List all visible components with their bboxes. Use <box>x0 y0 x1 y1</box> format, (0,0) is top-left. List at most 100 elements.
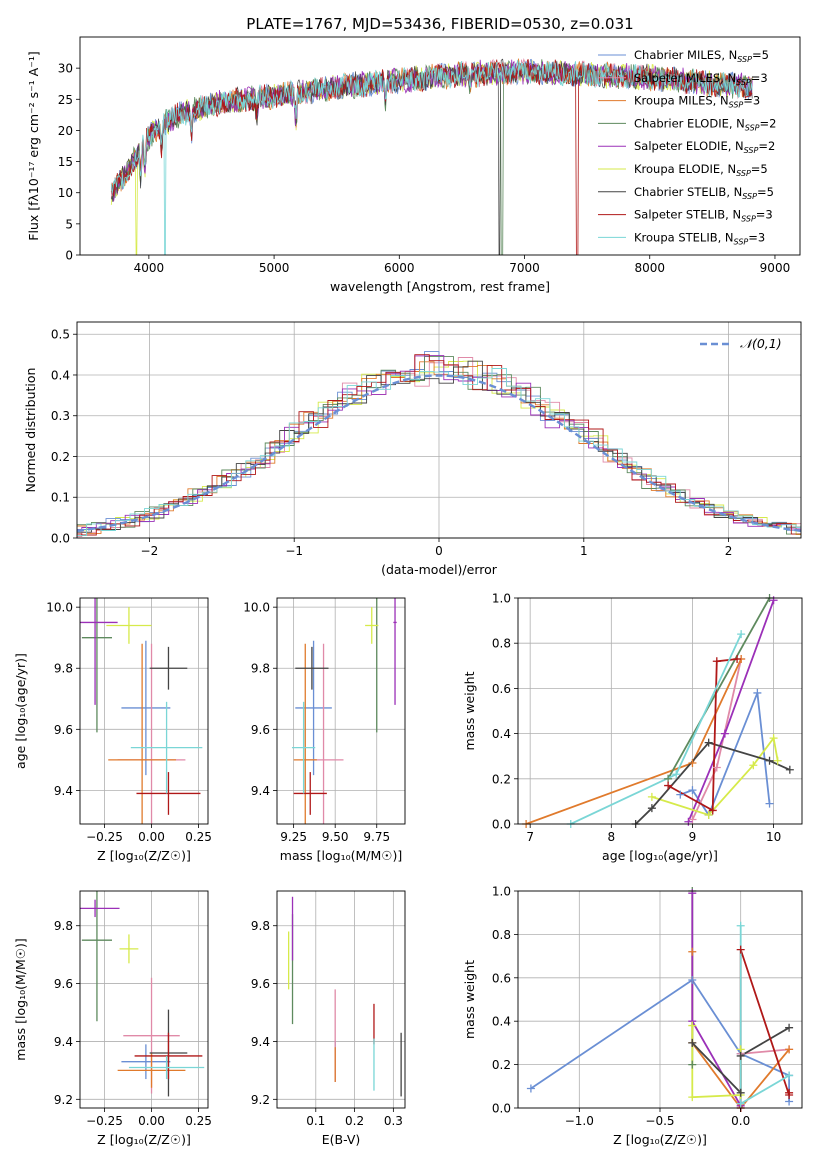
y-tick-label: 5 <box>65 217 73 231</box>
weight-marker-7 <box>708 806 717 815</box>
y-tick-label: 9.8 <box>54 662 73 676</box>
x-tick-label: 2 <box>725 544 733 558</box>
weight-marker-5 <box>749 761 758 770</box>
y-tick-label: 0 <box>65 249 73 263</box>
legend-entry: Kroupa MILES, NSSP=3 <box>634 94 760 110</box>
x-tick-label: 0 <box>435 544 443 558</box>
plot-area-mass_vs_ebv <box>287 896 402 1097</box>
spectrum-legend: Chabrier MILES, NSSP=5 Salpeter MILES, NS… <box>598 48 776 246</box>
y-tick-label: 9.8 <box>251 919 270 933</box>
weight-marker-6 <box>647 804 656 813</box>
y-tick-label: 25 <box>58 93 73 107</box>
plot-area-spectrum <box>110 57 753 255</box>
y-tick-label: 0.0 <box>492 818 511 832</box>
y-tick-label: 0.2 <box>492 772 511 786</box>
weight-marker-7 <box>712 657 721 666</box>
x-tick-label: 8000 <box>634 261 665 275</box>
legend-entry: Salpeter MILES, NSSP=3 <box>634 71 768 87</box>
x-axis-label: Z [log₁₀(Z/Z☉)] <box>613 1132 707 1147</box>
y-tick-label: 1.0 <box>492 592 511 606</box>
x-tick-label: 4000 <box>134 261 165 275</box>
y-tick-label: 9.6 <box>251 977 270 991</box>
weight-marker-6 <box>688 1038 697 1047</box>
x-tick-label: −0.5 <box>645 1114 674 1128</box>
weight-marker-6 <box>736 1051 745 1060</box>
panel-weight_vs_age: 7 8 9 10 0.0 0.2 0.4 0.6 0.8 1.0 age [log₁₀(age/yr… <box>462 592 803 863</box>
x-tick-label: 6000 <box>384 261 415 275</box>
weight-marker-7 <box>785 1088 794 1097</box>
panel-mass_vs_ebv: 0.1 0.2 0.3 9.2 9.4 9.6 9.8 E(B-V) <box>251 890 406 1147</box>
weight-marker-7 <box>736 945 745 954</box>
weight-marker-0 <box>688 975 697 984</box>
weight-marker-1 <box>712 763 721 772</box>
y-axis-label: mass [log₁₀(M/M☉)] <box>13 938 28 1060</box>
y-tick-label: 0.8 <box>492 928 511 942</box>
figure-title: PLATE=1767, MJD=53436, FIBERID=0530, z=0… <box>246 15 633 33</box>
x-tick-label: 9000 <box>760 261 791 275</box>
legend-entry: Chabrier STELIB, NSSP=5 <box>634 185 774 201</box>
x-axis-label: mass [log₁₀(M/M☉)] <box>280 848 402 863</box>
x-tick-label: 8 <box>607 830 615 844</box>
x-tick-label: −1 <box>285 544 303 558</box>
legend-entry: 𝒩(0,1) <box>740 336 782 351</box>
weight-series-3 <box>667 598 771 780</box>
legend-entry: Kroupa STELIB, NSSP=3 <box>634 230 765 246</box>
x-axis-label: Z [log₁₀(Z/Z☉)] <box>97 848 191 863</box>
axes-frame <box>276 890 406 1109</box>
weight-marker-8 <box>736 921 745 930</box>
x-tick-label: 1 <box>580 544 588 558</box>
weight-marker-6 <box>785 765 794 774</box>
plot-area-residuals <box>77 351 801 538</box>
x-tick-label: 9.50 <box>322 830 349 844</box>
weight-marker-4 <box>720 729 729 738</box>
normal-reference-curve <box>77 374 801 533</box>
x-tick-label: 7 <box>526 830 534 844</box>
panel-spectrum: 4000 5000 6000 7000 8000 9000 0 5 10 15 20 25 30 wave… <box>26 36 801 294</box>
axes-frame <box>517 597 803 825</box>
legend-entry: Chabrier MILES, NSSP=5 <box>634 48 769 64</box>
weight-marker-1 <box>688 815 697 824</box>
x-tick-label: −1.0 <box>565 1114 594 1128</box>
x-tick-label: 9 <box>689 830 697 844</box>
y-tick-label: 0.2 <box>51 450 70 464</box>
axes-frame <box>79 890 209 1109</box>
weight-marker-0 <box>765 799 774 808</box>
weight-marker-5 <box>769 734 778 743</box>
x-tick-label: 9.75 <box>363 830 390 844</box>
y-tick-label: 0.1 <box>51 491 70 505</box>
x-tick-label: 0.1 <box>306 1114 325 1128</box>
y-tick-label: 20 <box>58 124 73 138</box>
y-tick-label: 0.2 <box>492 1058 511 1072</box>
weight-marker-5 <box>688 1093 697 1102</box>
y-tick-label: 9.6 <box>54 977 73 991</box>
weight-series-7 <box>667 658 738 812</box>
panel-residuals: −2 −1 0 1 2 0.0 0.1 0.2 0.3 0.4 0.5 (data-model)/er… <box>23 321 802 577</box>
panel-age_vs_mass: 9.25 9.50 9.75 9.4 9.6 9.8 10.0 mass [log₁₀(M/M… <box>243 597 406 863</box>
x-axis-label: age [log₁₀(age/yr)] <box>602 848 718 863</box>
x-axis-label: Z [log₁₀(Z/Z☉)] <box>97 1132 191 1147</box>
y-tick-label: 15 <box>58 155 73 169</box>
y-tick-label: 9.2 <box>54 1093 73 1107</box>
x-tick-label: 0.00 <box>138 830 165 844</box>
weight-marker-5 <box>688 1021 697 1030</box>
weight-marker-8 <box>785 1071 794 1080</box>
x-axis-label: wavelength [Angstrom, rest frame] <box>330 279 550 294</box>
panel-weight_vs_Z: −1.0 −0.5 0.0 0.0 0.2 0.4 0.6 0.8 1.0 Z [log₁₀(Z/… <box>462 885 803 1147</box>
weight-marker-6 <box>765 756 774 765</box>
weight-marker-5 <box>773 756 782 765</box>
y-tick-label: 0.0 <box>51 532 70 546</box>
weight-marker-7 <box>733 655 742 664</box>
x-tick-label: 0.0 <box>731 1114 750 1128</box>
weight-marker-2 <box>688 758 697 767</box>
y-tick-label: 0.3 <box>51 409 70 423</box>
y-tick-label: 30 <box>58 62 73 76</box>
y-axis-label: mass weight <box>462 671 477 750</box>
y-tick-label: 10.0 <box>46 601 73 615</box>
x-tick-label: 9.25 <box>280 830 307 844</box>
weight-marker-3 <box>664 774 673 783</box>
panel-mass_vs_Z: −0.25 0.00 0.25 9.2 9.4 9.6 9.8 Z [log₁₀(Z/Z☉)]… <box>13 890 212 1147</box>
x-tick-label: 0.25 <box>185 1114 212 1128</box>
weight-marker-7 <box>664 781 673 790</box>
